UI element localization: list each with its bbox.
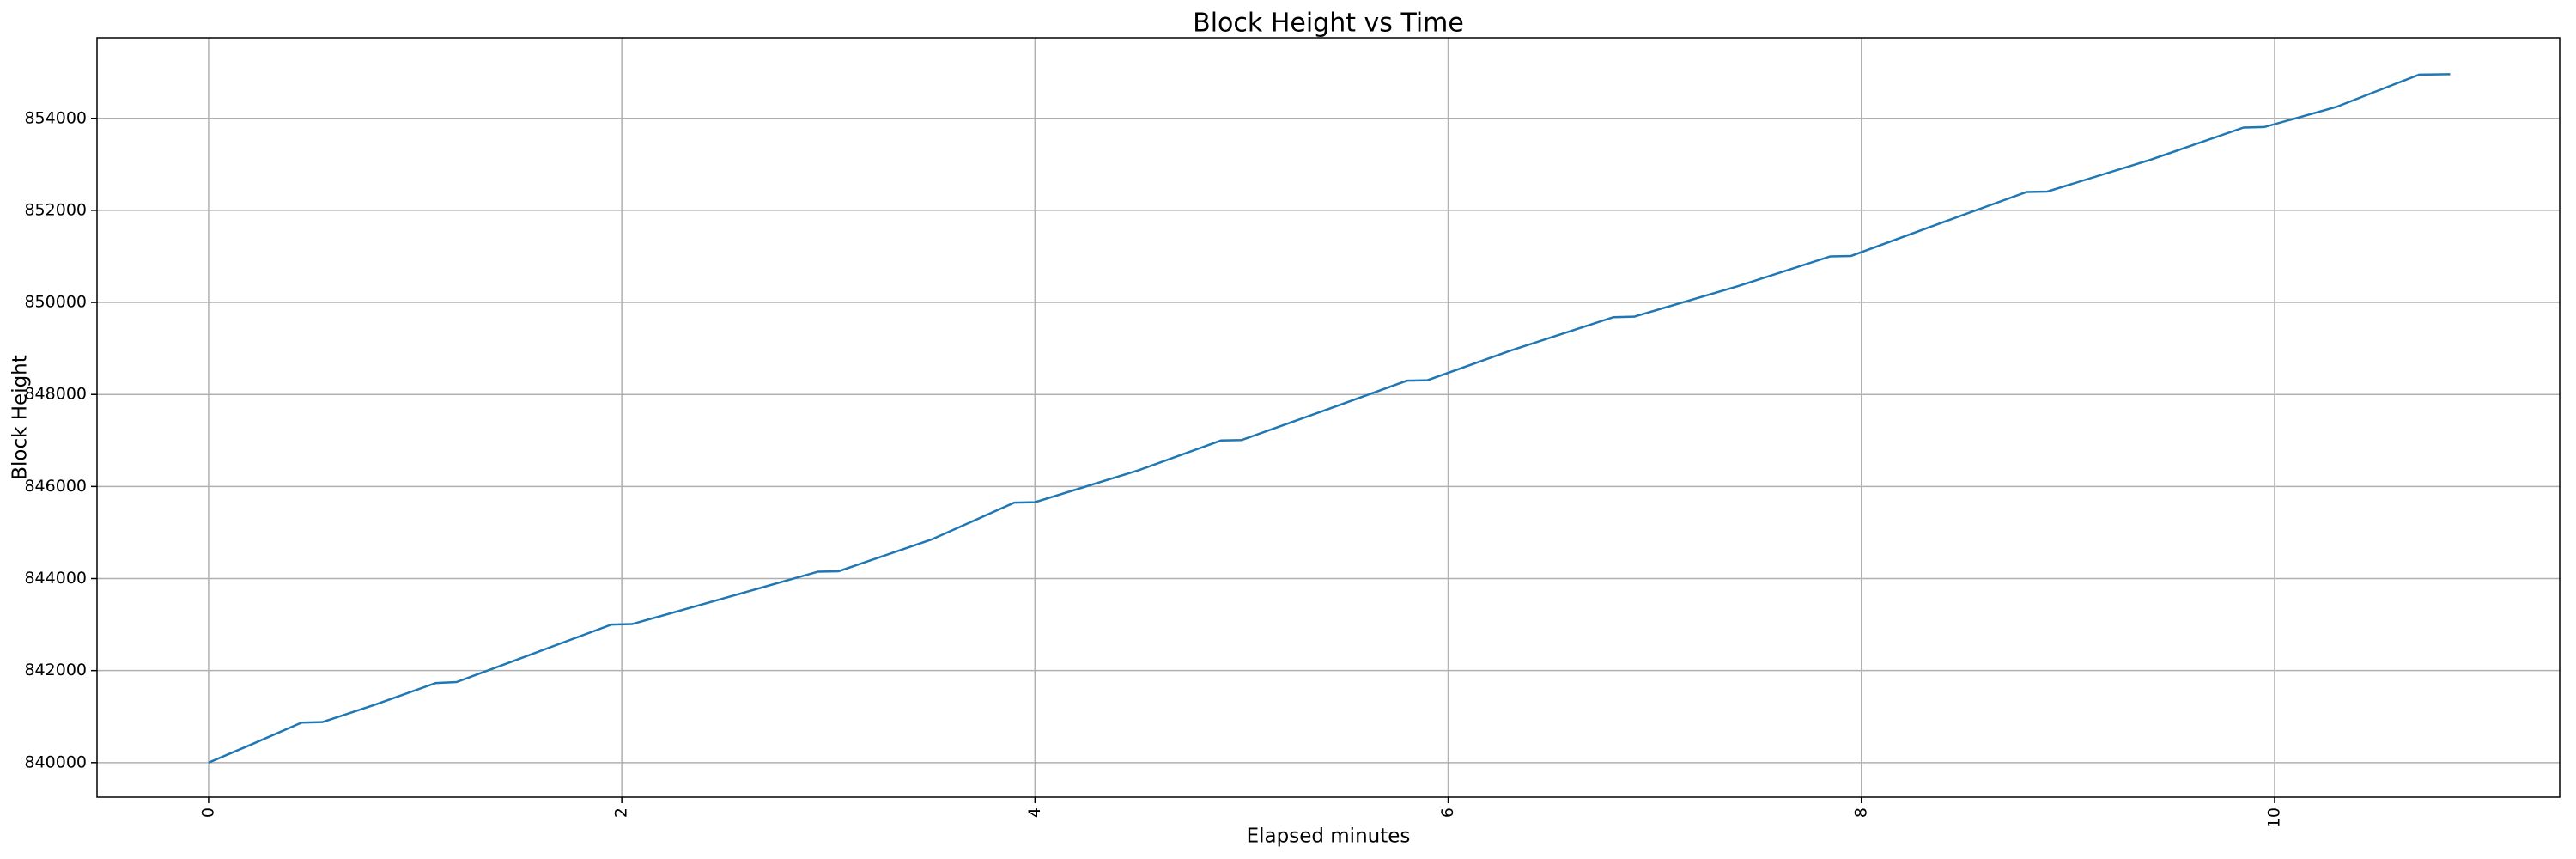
y-tick-label: 852000 — [24, 200, 87, 219]
y-tick-label: 844000 — [24, 569, 87, 588]
x-axis-label: Elapsed minutes — [1247, 825, 1411, 848]
y-tick-label: 850000 — [24, 293, 87, 312]
x-tick-label: 10 — [2264, 807, 2283, 828]
x-tick-label: 6 — [1438, 807, 1457, 818]
data-line — [208, 73, 2451, 764]
y-tick-label: 840000 — [24, 752, 87, 771]
y-tick-label: 842000 — [24, 661, 87, 679]
y-tick-label: 848000 — [24, 385, 87, 404]
x-tick-label: 8 — [1851, 807, 1870, 818]
chart-title: Block Height vs Time — [1193, 9, 1464, 39]
y-tick-label: 846000 — [24, 477, 87, 496]
x-tick-label: 4 — [1025, 807, 1044, 818]
x-tick-label: 0 — [198, 807, 217, 818]
plot-frame — [96, 37, 2561, 798]
x-tick-label: 2 — [612, 807, 631, 818]
y-axis-label: Block Height — [9, 355, 32, 480]
y-tick-label: 854000 — [24, 108, 87, 127]
